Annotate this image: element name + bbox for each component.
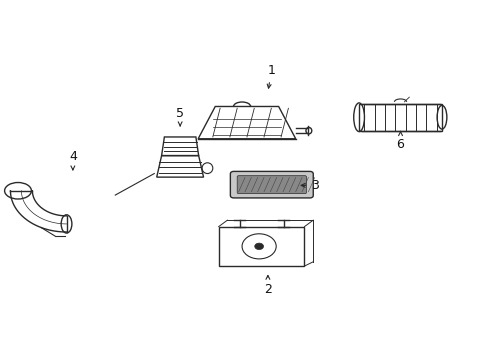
Text: 1: 1: [266, 64, 275, 88]
Text: 2: 2: [264, 275, 271, 296]
Ellipse shape: [254, 243, 263, 249]
Text: 4: 4: [69, 150, 77, 170]
Text: 3: 3: [301, 179, 319, 192]
FancyBboxPatch shape: [237, 176, 306, 194]
Text: 6: 6: [396, 132, 404, 150]
FancyBboxPatch shape: [230, 171, 313, 198]
Text: 5: 5: [176, 107, 184, 126]
